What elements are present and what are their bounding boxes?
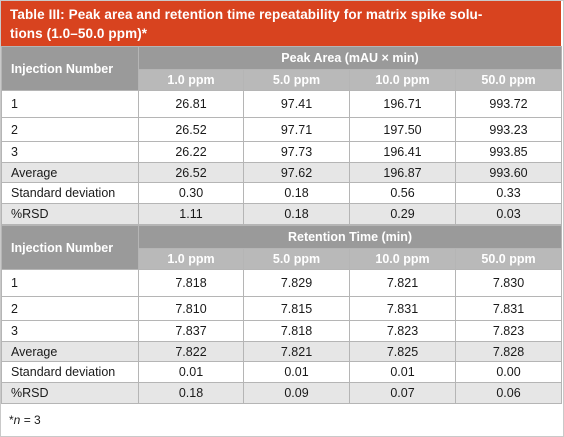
table-title-line-1: Table III: Peak area and retention time … [10,7,483,22]
table-cell: 993.85 [455,141,562,163]
row-label: 2 [1,117,139,142]
row-label: 1 [1,269,139,297]
table-cell: 993.23 [455,117,562,142]
row-label: Standard deviation [1,361,139,383]
table-row: 1 7.818 7.829 7.821 7.830 [1,269,563,297]
table-cell: 7.822 [138,341,244,362]
table-cell: 26.22 [138,141,244,163]
table-cell: 7.810 [138,296,244,321]
peak-area-table: Injection Number Peak Area (mAU × min) 1… [1,46,562,225]
table-row: Average 26.52 97.62 196.87 993.60 [1,162,562,183]
table-cell: 7.829 [243,269,350,297]
table-cell: 0.01 [138,361,244,383]
table-cell: 0.01 [243,361,350,383]
table-cell: 7.831 [454,296,563,321]
table-cell: 97.62 [243,162,350,183]
table-cell: 7.823 [349,320,456,342]
column-header: 5.0 ppm [243,248,350,270]
row-label: %RSD [1,382,139,404]
table-title-line-2: tions (1.0–50.0 ppm)* [10,26,148,41]
table-cell: 0.56 [349,182,456,204]
footnote-star: * [9,413,14,427]
table-cell: 0.30 [138,182,244,204]
footnote-text: = 3 [20,413,41,427]
row-label: 3 [1,320,139,342]
row-label: %RSD [1,203,139,225]
column-header: 50.0 ppm [454,248,563,270]
table-cell: 0.33 [455,182,562,204]
retention-time-table: Injection Number Retention Time (min) 1.… [1,225,563,404]
table-cell: 97.71 [243,117,350,142]
table-cell: 7.818 [243,320,350,342]
column-header: 10.0 ppm [349,69,456,91]
row-label: Average [1,341,139,362]
table-cell: 7.831 [349,296,456,321]
table-row: %RSD 1.11 0.18 0.29 0.03 [1,203,562,225]
table-cell: 197.50 [349,117,456,142]
column-header: 5.0 ppm [243,69,350,91]
injection-number-header: Injection Number [1,46,139,91]
table-cell: 0.29 [349,203,456,225]
table-cell: 993.60 [455,162,562,183]
table-row: 2 7.810 7.815 7.831 7.831 [1,296,563,321]
table-cell: 0.18 [138,382,244,404]
table-cell: 26.52 [138,162,244,183]
table-cell: 7.825 [349,341,456,362]
table-row: 3 7.837 7.818 7.823 7.823 [1,320,563,342]
row-label: Standard deviation [1,182,139,204]
table-cell: 26.52 [138,117,244,142]
table-cell: 0.09 [243,382,350,404]
table-row: %RSD 0.18 0.09 0.07 0.06 [1,382,563,404]
table-row: Standard deviation 0.01 0.01 0.01 0.00 [1,361,563,383]
table-cell: 7.830 [454,269,563,297]
table-cell: 196.41 [349,141,456,163]
column-header: 10.0 ppm [349,248,456,270]
column-header: 1.0 ppm [138,69,244,91]
table-cell: 196.71 [349,90,456,118]
table-cell: 0.18 [243,203,350,225]
table-cell: 97.73 [243,141,350,163]
row-label: 1 [1,90,139,118]
table-row: Standard deviation 0.30 0.18 0.56 0.33 [1,182,562,204]
footnote-variable: n [13,413,21,427]
table-cell: 7.821 [349,269,456,297]
table-title-bar: Table III: Peak area and retention time … [1,1,561,46]
table-cell: 7.837 [138,320,244,342]
table-footnote: *n = 3 [9,413,41,427]
row-label: 3 [1,141,139,163]
table-cell: 993.72 [455,90,562,118]
row-label: Average [1,162,139,183]
table-cell: 7.828 [454,341,563,362]
table-cell: 7.823 [454,320,563,342]
table-cell: 1.11 [138,203,244,225]
table-cell: 0.00 [454,361,563,383]
table-cell: 7.818 [138,269,244,297]
retention-time-group-header: Retention Time (min) [137,225,563,249]
table-cell: 7.821 [243,341,350,362]
table-row: 1 26.81 97.41 196.71 993.72 [1,90,562,118]
table-cell: 0.07 [349,382,456,404]
table-cell: 0.01 [349,361,456,383]
column-header: 1.0 ppm [138,248,244,270]
column-header: 50.0 ppm [455,69,562,91]
table-row: 2 26.52 97.71 197.50 993.23 [1,117,562,142]
table-cell: 196.87 [349,162,456,183]
table-row: Average 7.822 7.821 7.825 7.828 [1,341,563,362]
table-cell: 0.06 [454,382,563,404]
table-cell: 97.41 [243,90,350,118]
table-cell: 0.03 [455,203,562,225]
peak-area-group-header: Peak Area (mAU × min) [138,46,562,70]
table-row: 3 26.22 97.73 196.41 993.85 [1,141,562,163]
table-cell: 26.81 [138,90,244,118]
injection-number-header: Injection Number [1,225,139,270]
table-cell: 7.815 [243,296,350,321]
row-label: 2 [1,296,139,321]
table-cell: 0.18 [243,182,350,204]
